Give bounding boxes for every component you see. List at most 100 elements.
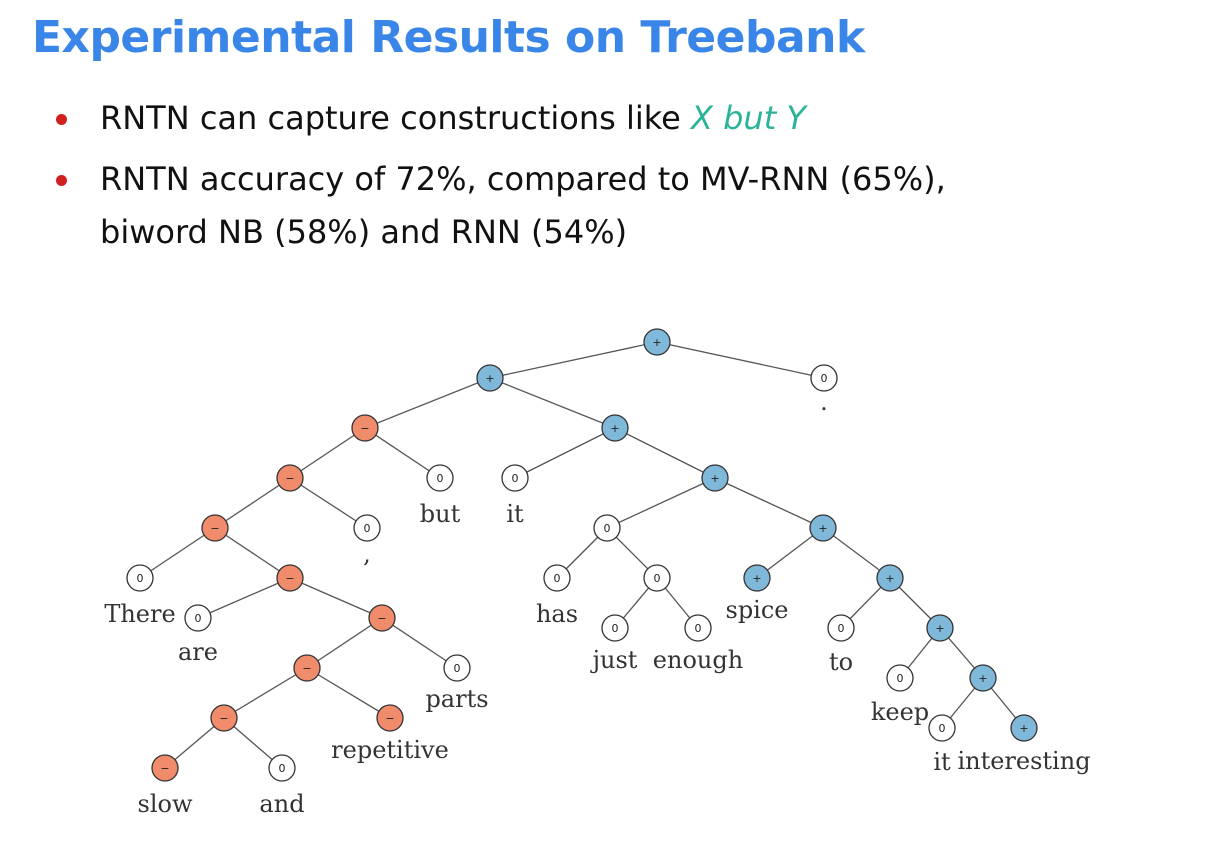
tree-edge (289, 577, 383, 619)
tree-word: keep (871, 698, 929, 726)
tree-word: just (590, 646, 638, 674)
tree-node-neu: 0 (827, 614, 855, 642)
tree-edge (223, 667, 308, 719)
tree-node-neu: 0 (810, 364, 838, 392)
tree-word: but (420, 500, 461, 528)
node-circle (593, 514, 621, 542)
node-sentiment-label: 0 (454, 662, 461, 675)
node-circle (376, 704, 404, 732)
tree-node-pos: + (601, 414, 629, 442)
tree-node-neg: − (276, 564, 304, 592)
node-sentiment-label: 0 (939, 722, 946, 735)
node-circle (351, 414, 379, 442)
node-circle (926, 614, 954, 642)
node-circle (201, 514, 229, 542)
node-circle (210, 704, 238, 732)
tree-node-pos: + (701, 464, 729, 492)
node-sentiment-label: 0 (695, 622, 702, 635)
node-circle (701, 464, 729, 492)
node-sentiment-label: − (210, 522, 219, 535)
node-sentiment-label: + (1019, 722, 1028, 735)
tree-word: interesting (957, 747, 1090, 775)
node-sentiment-label: 0 (279, 762, 286, 775)
tree-edge (606, 477, 716, 529)
bullet-dot-icon (56, 114, 67, 125)
node-sentiment-label: + (752, 572, 761, 585)
node-circle (809, 514, 837, 542)
tree-node-neu: 0 (601, 614, 629, 642)
node-circle (876, 564, 904, 592)
node-circle (928, 714, 956, 742)
node-circle (426, 464, 454, 492)
node-sentiment-label: − (377, 612, 386, 625)
tree-word: are (178, 638, 218, 666)
tree-edge (139, 527, 216, 579)
node-circle (969, 664, 997, 692)
tree-node-neg: − (151, 754, 179, 782)
node-sentiment-label: 0 (604, 522, 611, 535)
node-sentiment-label: + (652, 336, 661, 349)
tree-node-neg: − (368, 604, 396, 632)
tree-node-neu: 0 (353, 514, 381, 542)
node-circle (443, 654, 471, 682)
tree-word: slow (138, 790, 193, 818)
node-sentiment-label: + (978, 672, 987, 685)
tree-word: to (829, 648, 853, 676)
node-sentiment-label: 0 (554, 572, 561, 585)
node-circle (827, 614, 855, 642)
node-circle (886, 664, 914, 692)
node-sentiment-label: 0 (512, 472, 519, 485)
node-sentiment-label: − (219, 712, 228, 725)
node-circle (743, 564, 771, 592)
tree-node-pos: + (643, 328, 671, 356)
tree-word: it (506, 500, 524, 528)
tree-node-neu: 0 (593, 514, 621, 542)
tree-node-neg: − (293, 654, 321, 682)
tree-edge (364, 377, 491, 429)
tree-edge (514, 427, 616, 479)
node-sentiment-label: 0 (364, 522, 371, 535)
tree-node-neu: 0 (426, 464, 454, 492)
node-sentiment-label: 0 (838, 622, 845, 635)
tree-edge (381, 617, 458, 669)
node-sentiment-label: + (935, 622, 944, 635)
node-sentiment-label: 0 (195, 612, 202, 625)
tree-word: , (363, 540, 371, 568)
tree-word: repetitive (331, 736, 449, 764)
tree-edge (656, 341, 825, 379)
tree-node-neg: − (276, 464, 304, 492)
tree-word: enough (653, 646, 743, 674)
tree-edge (364, 427, 441, 479)
tree-word: and (259, 790, 304, 818)
node-sentiment-label: − (160, 762, 169, 775)
node-sentiment-label: 0 (897, 672, 904, 685)
node-sentiment-label: − (385, 712, 394, 725)
node-sentiment-label: + (610, 422, 619, 435)
node-sentiment-label: 0 (654, 572, 661, 585)
tree-nodes: + + 0 − + − 0 − 0 0 − 0 − − 0 − − − 0 0 +0 +0 0 0 0 + +0 +0 +0 + (126, 328, 1038, 782)
tree-node-neu: 0 (543, 564, 571, 592)
tree-node-neu: 0 (501, 464, 529, 492)
tree-node-pos: + (476, 364, 504, 392)
bullet-item: RNTN can capture constructions like X bu… (56, 92, 1176, 145)
node-circle (643, 564, 671, 592)
tree-node-pos: + (1010, 714, 1038, 742)
tree-node-neg: − (210, 704, 238, 732)
bullet-text: RNTN can capture constructions like (100, 99, 692, 137)
tree-word: has (536, 600, 578, 628)
tree-edge (489, 377, 616, 429)
tree-edge (614, 427, 716, 479)
node-sentiment-label: 0 (612, 622, 619, 635)
tree-node-pos: + (809, 514, 837, 542)
node-sentiment-label: − (285, 572, 294, 585)
node-circle (184, 604, 212, 632)
tree-node-neu: 0 (443, 654, 471, 682)
tree-word: There (104, 600, 175, 628)
tree-edge (714, 477, 824, 529)
tree-edge (289, 477, 368, 529)
node-circle (643, 328, 671, 356)
node-circle (684, 614, 712, 642)
node-circle (543, 564, 571, 592)
tree-node-neu: 0 (643, 564, 671, 592)
